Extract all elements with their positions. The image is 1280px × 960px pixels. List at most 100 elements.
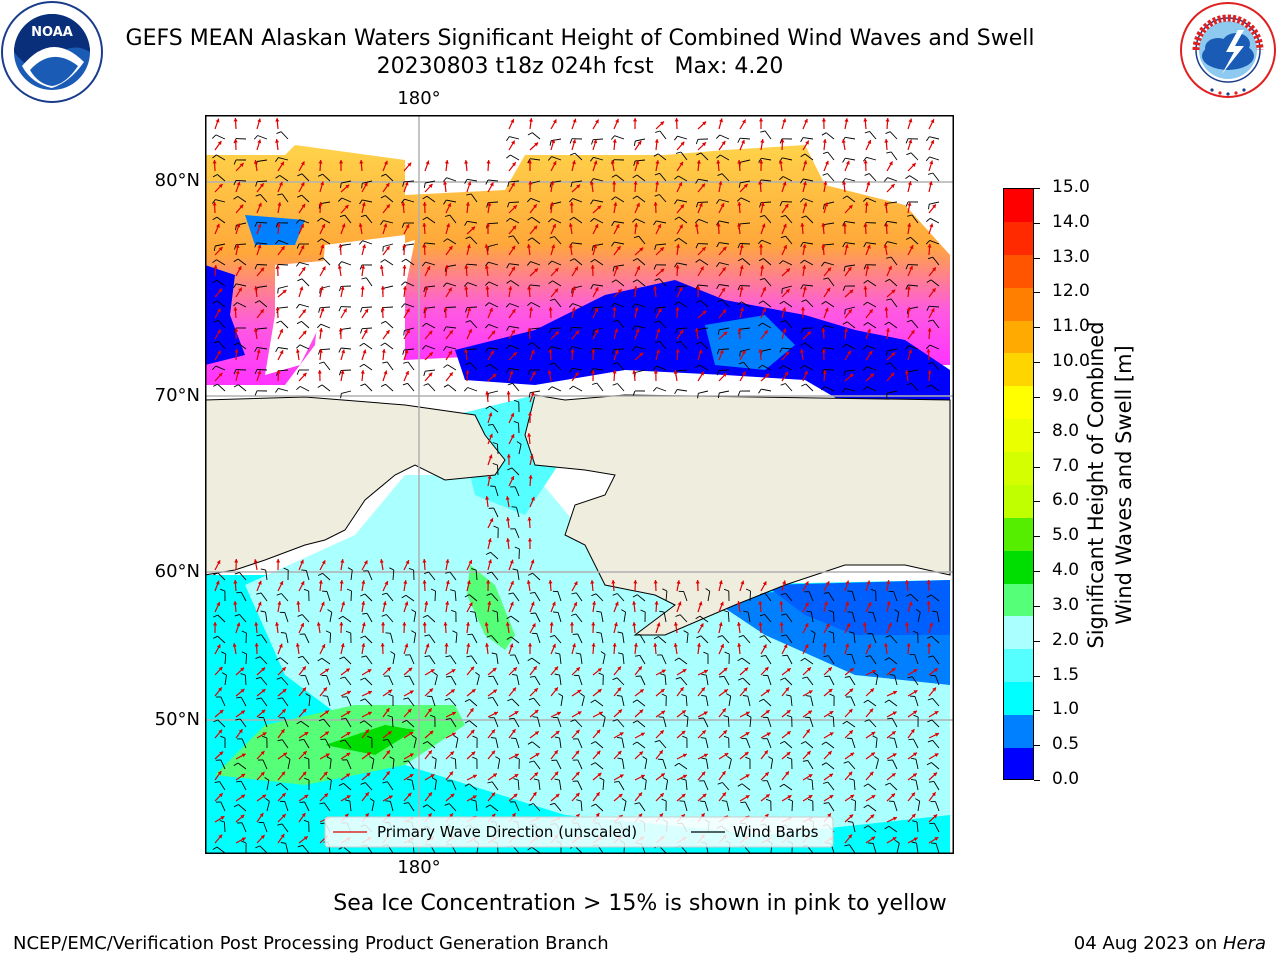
wave-arrow-head: [448, 287, 452, 292]
wave-arrow-head: [849, 730, 853, 735]
wave-arrow-head: [406, 329, 410, 334]
wind-barb: [683, 591, 688, 602]
wave-arrow-head: [823, 601, 828, 606]
wind-barb: [280, 782, 289, 791]
wind-barb: [659, 173, 667, 182]
wind-barb-flag: [506, 280, 511, 284]
wind-barb-flag: [915, 609, 921, 613]
wave-arrow-head: [821, 118, 826, 122]
wind-barb: [281, 823, 289, 833]
wind-barb-flag: [233, 384, 239, 388]
wind-barb: [350, 570, 353, 581]
wind-barb: [346, 759, 352, 770]
wave-arrow-head: [696, 286, 701, 290]
wave-arrow-head: [784, 371, 788, 376]
wind-barb: [518, 422, 520, 434]
wave-arrow-head: [260, 267, 265, 272]
wind-barb-flag: [320, 738, 326, 741]
wind-barb: [530, 390, 541, 394]
wind-barb: [896, 612, 900, 623]
wave-arrow-head: [471, 226, 476, 231]
wind-barb-flag: [887, 717, 893, 720]
wave-arrow-head: [888, 622, 892, 627]
wave-arrow-head: [743, 184, 748, 188]
wind-barb: [237, 342, 247, 350]
wave-arrow-head: [611, 580, 616, 584]
wave-arrow-head: [320, 601, 325, 606]
wave-arrow-head: [871, 731, 876, 736]
wind-barb: [560, 696, 564, 707]
wind-barb-flag: [590, 368, 594, 374]
wave-arrow-head: [484, 244, 489, 248]
footer-date: 04 Aug 2023 on Hera: [1074, 933, 1266, 954]
wind-barb-flag: [823, 592, 829, 594]
wind-barb-flag: [821, 369, 825, 375]
wave-arrow-head: [638, 666, 642, 671]
wind-barb: [446, 326, 457, 329]
wind-barb: [782, 157, 793, 161]
wind-barb: [932, 362, 940, 371]
wind-barb: [889, 362, 898, 371]
colorbar-tick-mark: [1034, 257, 1040, 259]
wind-barb-flag: [297, 173, 303, 177]
wind-barb: [866, 156, 877, 161]
wave-arrow-head: [530, 601, 535, 606]
wind-barb-flag: [526, 261, 531, 266]
wind-barb-flag: [547, 260, 553, 265]
wind-barb-flag: [847, 590, 853, 592]
wind-barb-flag: [327, 609, 333, 613]
wind-barb: [449, 214, 457, 224]
wind-barb: [845, 343, 856, 350]
wind-barb-flag: [529, 591, 535, 594]
wave-arrow-head: [884, 643, 889, 647]
wind-barb: [509, 367, 520, 371]
wind-barb: [659, 130, 667, 140]
wind-barb: [284, 801, 289, 812]
wind-barb: [727, 611, 730, 623]
wind-barb: [488, 302, 499, 308]
wind-barb: [517, 779, 520, 791]
wave-arrow-head: [893, 690, 897, 695]
wind-barb-flag: [674, 199, 678, 205]
wind-barb-flag: [889, 674, 895, 676]
wind-barb: [851, 591, 856, 602]
wave-arrow-head: [527, 328, 532, 332]
wind-barb-flag: [842, 720, 848, 725]
wave-arrow-head: [758, 622, 763, 626]
wind-barb: [537, 717, 541, 728]
wave-arrow-head: [257, 223, 262, 228]
wind-barb-flag: [297, 844, 303, 848]
wind-barb-flag: [724, 651, 730, 655]
wind-barb: [622, 633, 625, 644]
wind-barb-flag: [908, 738, 914, 741]
wave-arrow-head: [821, 244, 826, 248]
wind-barb-flag: [423, 182, 426, 188]
wind-barb: [493, 507, 499, 518]
wave-arrow-head: [254, 286, 259, 290]
wind-barb-flag: [385, 632, 391, 634]
wind-barb: [615, 174, 625, 182]
wind-barb: [785, 215, 793, 224]
wind-barb-flag: [779, 365, 784, 370]
wave-arrow-head: [786, 731, 791, 735]
wind-barb-flag: [844, 309, 846, 315]
wind-barb-flag: [506, 636, 512, 640]
wind-barb-flag: [241, 630, 247, 634]
wind-barb: [488, 390, 499, 394]
wave-arrow-head: [428, 372, 433, 377]
wave-arrow-head: [655, 181, 660, 185]
wind-barb-flag: [322, 695, 328, 697]
wind-barb-flag: [737, 243, 741, 249]
wave-arrow-head: [802, 244, 807, 248]
wave-arrow-head: [514, 753, 519, 758]
wave-arrow-head: [466, 244, 471, 249]
wave-arrow-head: [758, 601, 763, 605]
wave-arrow-head: [485, 643, 490, 647]
wind-barb-flag: [600, 714, 606, 718]
wind-barb-flag: [401, 719, 407, 724]
wave-arrow-head: [554, 750, 558, 755]
wind-barb: [593, 178, 604, 182]
wind-barb: [365, 277, 373, 287]
wind-barb: [888, 657, 898, 665]
wind-barb-flag: [596, 610, 602, 613]
